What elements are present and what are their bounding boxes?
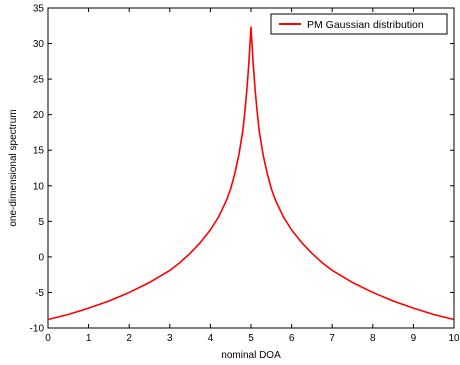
y-tick-label: 5 xyxy=(38,217,44,228)
x-tick-label: 4 xyxy=(208,333,214,344)
series-layer xyxy=(47,26,455,321)
y-axis-ticks: -10 -5 0 5 10 15 20 25 30 35 xyxy=(30,4,454,335)
y-tick-label: 35 xyxy=(33,4,45,15)
legend: PM Gaussian distribution xyxy=(270,13,448,35)
y-tick-label: 25 xyxy=(33,75,45,86)
x-tick-label: 6 xyxy=(289,333,295,344)
x-tick-label: 8 xyxy=(370,333,376,344)
legend-label: PM Gaussian distribution xyxy=(307,19,424,31)
y-tick-label: 10 xyxy=(33,181,45,192)
x-tick-label: 10 xyxy=(448,333,460,344)
plot-area xyxy=(47,7,455,329)
x-axis-label: nominal DOA xyxy=(221,350,281,361)
series-line-0 xyxy=(47,26,455,321)
y-tick-label: -10 xyxy=(30,324,45,335)
x-tick-label: 1 xyxy=(86,333,92,344)
y-tick-label: 30 xyxy=(33,39,45,50)
x-tick-label: 7 xyxy=(329,333,335,344)
y-tick-label: 0 xyxy=(38,252,44,263)
y-axis-label: one-dimensional spectrum xyxy=(8,109,19,226)
x-tick-label: 9 xyxy=(411,333,417,344)
x-tick-label: 5 xyxy=(248,333,254,344)
plot-frame xyxy=(47,7,455,329)
y-tick-label: 15 xyxy=(33,146,45,157)
y-tick-label: 20 xyxy=(33,110,45,121)
x-axis-ticks: 0 1 2 3 4 5 6 7 8 9 10 xyxy=(45,8,460,344)
legend-box xyxy=(270,13,448,35)
y-tick-label: -5 xyxy=(35,288,44,299)
x-tick-label: 3 xyxy=(167,333,173,344)
x-tick-label: 0 xyxy=(45,333,51,344)
x-tick-label: 2 xyxy=(126,333,132,344)
